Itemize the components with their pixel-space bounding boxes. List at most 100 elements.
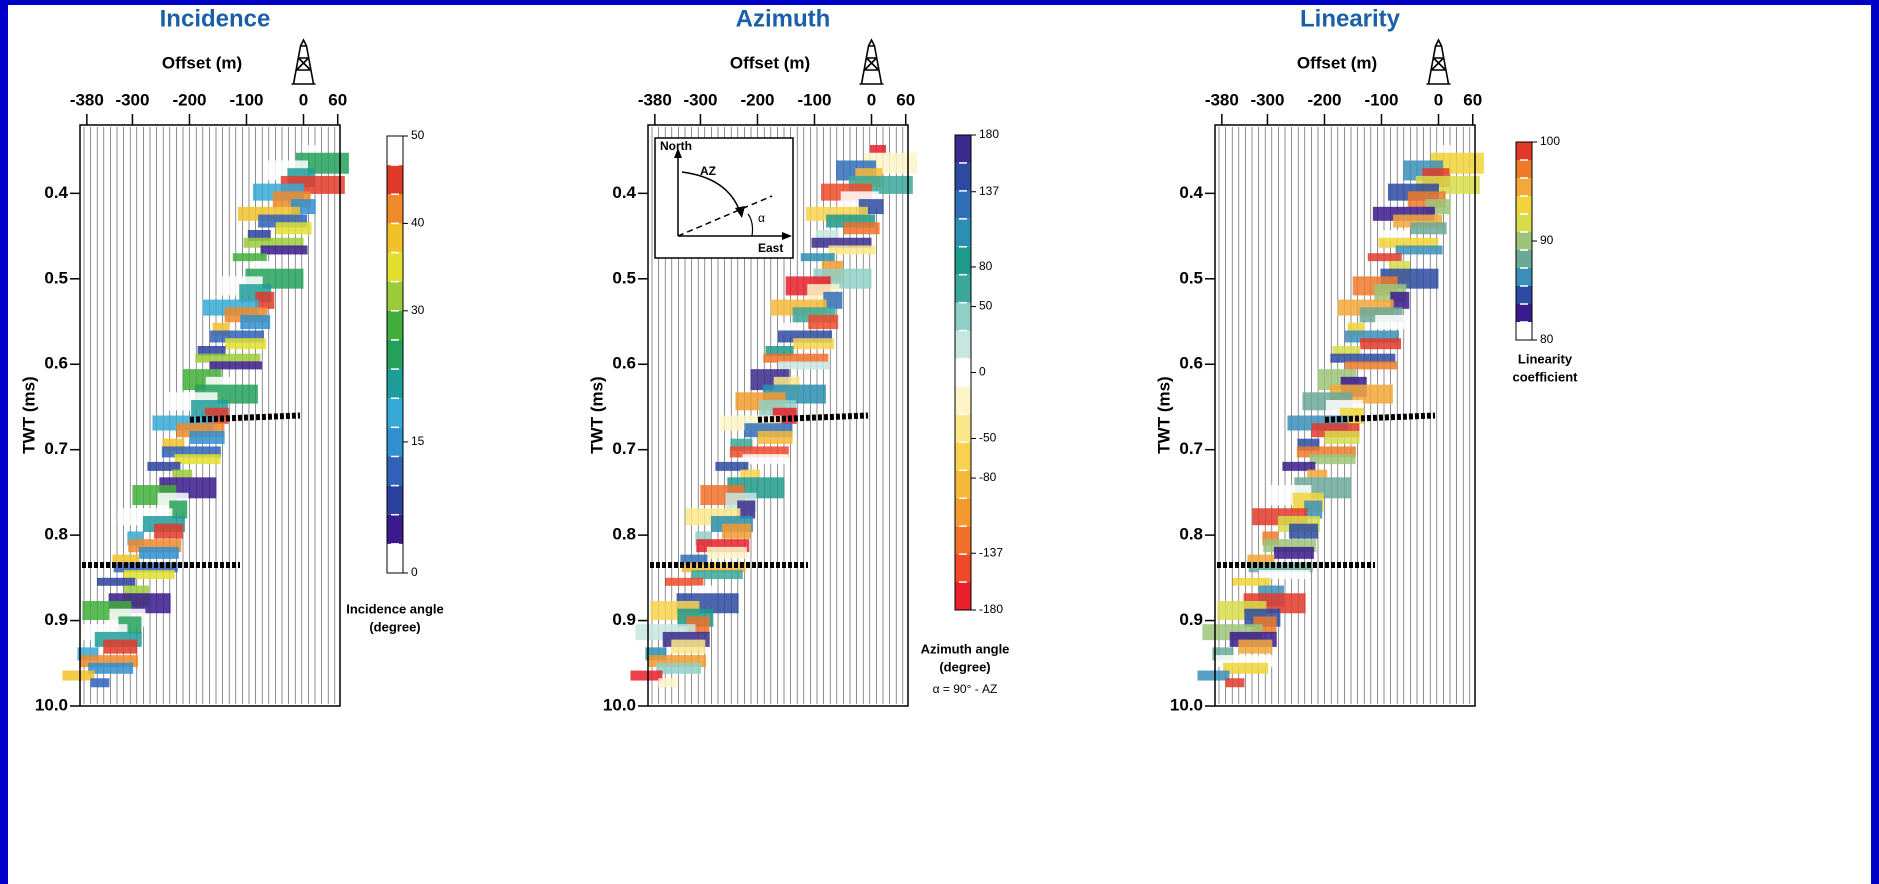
colorbar-swatch: [955, 162, 971, 191]
attribute-patch: [1367, 253, 1402, 262]
attribute-patch: [275, 222, 312, 235]
panel-title: Linearity: [1300, 5, 1401, 32]
attribute-patch: [715, 461, 749, 471]
x-tick-label: -300: [1250, 90, 1284, 109]
rig-icon: [291, 38, 316, 85]
attribute-patch: [815, 230, 839, 242]
attribute-patch: [189, 430, 225, 444]
attribute-patch: [1378, 237, 1439, 248]
attribute-patch: [1344, 361, 1397, 370]
colorbar-swatch: [387, 456, 403, 486]
y-tick-label: 0.8: [44, 525, 68, 544]
attribute-patch: [112, 554, 140, 566]
colorbar-swatch: [1516, 322, 1532, 340]
canvas: [8, 5, 1871, 884]
colorbar-tick-label: 90: [1540, 233, 1554, 247]
attribute-patch: [1307, 469, 1328, 478]
inset-label: α: [758, 211, 765, 225]
attribute-patch: [1289, 523, 1319, 539]
attribute-patch: [88, 662, 134, 674]
attribute-patch: [1273, 546, 1314, 559]
colorbar-swatch: [955, 526, 971, 555]
rig-icon: [1426, 38, 1451, 85]
x-tick-label: -200: [172, 90, 206, 109]
direction-line: [677, 195, 773, 237]
y-tick-label: 0.6: [1179, 354, 1203, 373]
attribute-patch: [656, 662, 702, 674]
colorbar-swatch: [387, 543, 403, 573]
colorbar-swatch: [1516, 250, 1532, 268]
attribute-patch: [247, 230, 271, 242]
y-tick-label: 0.5: [44, 268, 68, 287]
y-tick-label: 0.4: [612, 183, 636, 202]
x-axis-title: Offset (m): [730, 53, 810, 72]
arrow-head: [735, 206, 745, 218]
colorbar-label: Azimuth angle: [921, 641, 1010, 656]
panel: Linearity Offset (m) TWT (ms) -380 -300 -200 -…: [1154, 5, 1578, 714]
y-tick-label: 0.9: [44, 610, 68, 629]
attribute-patch: [1330, 353, 1396, 363]
attribute-patch: [793, 338, 835, 350]
attribute-patch: [658, 678, 678, 688]
plot-frame: [647, 124, 909, 707]
colorbar-swatch: [955, 582, 971, 610]
colorbar-swatch: [1516, 196, 1532, 214]
plot-frame: [79, 124, 341, 707]
colorbar-swatch: [955, 442, 971, 471]
attribute-patch: [1247, 554, 1275, 566]
inset-label: North: [660, 139, 692, 153]
attribute-patch: [1324, 430, 1360, 444]
attribute-patch: [62, 670, 95, 681]
attribute-patch: [671, 639, 706, 654]
x-tick-label: -200: [740, 90, 774, 109]
x-tick-label: 60: [896, 90, 915, 109]
attribute-patch: [870, 145, 886, 153]
y-tick-label: 10.0: [35, 695, 68, 714]
attribute-patch: [742, 454, 789, 465]
y-tick-label: 0.6: [44, 354, 68, 373]
colorbar-label: coefficient: [1512, 369, 1578, 384]
attribute-patch: [800, 253, 835, 262]
y-tick-label: 0.8: [612, 525, 636, 544]
attribute-patch: [154, 523, 184, 539]
y-tick-label: 0.4: [44, 183, 68, 202]
attribute-patch: [1282, 461, 1316, 471]
colorbar-swatch: [1516, 268, 1532, 286]
attribute-patch: [630, 670, 663, 681]
attribute-patch: [1232, 577, 1271, 586]
colorbar-label: Linearity: [1518, 351, 1573, 366]
attribute-patch: [174, 454, 221, 465]
attribute-patch: [1410, 222, 1447, 235]
inset-diagram: North AZ East α: [654, 137, 794, 259]
attribute-patch: [1304, 500, 1323, 519]
attribute-patch: [1296, 446, 1356, 458]
attribute-patch: [195, 353, 261, 363]
colorbar-tick-label: 40: [411, 216, 425, 230]
colorbar-tick-label: -50: [979, 431, 997, 445]
inset-label: East: [758, 241, 783, 255]
y-axis-title: TWT (ms): [19, 376, 38, 453]
attribute-patch: [777, 361, 830, 370]
colorbar-swatch: [955, 414, 971, 443]
colorbar-note: α = 90° - AZ: [933, 682, 998, 696]
colorbar-tick-label: 30: [411, 303, 425, 317]
x-tick-label: 0: [1434, 90, 1443, 109]
colorbar-tick-label: -80: [979, 470, 997, 484]
colorbar-tick-label: 50: [979, 299, 993, 313]
colorbar-tick-label: 100: [1540, 134, 1560, 148]
colorbar-swatch: [955, 358, 971, 387]
x-tick-label: -100: [1364, 90, 1398, 109]
attribute-patch: [169, 500, 188, 519]
attribute-patch: [240, 315, 271, 330]
attribute-patch: [138, 546, 179, 559]
y-tick-label: 0.4: [1179, 183, 1203, 202]
colorbar-label: (degree): [939, 659, 990, 674]
attribute-patch: [1437, 145, 1453, 153]
y-axis-title: TWT (ms): [587, 376, 606, 453]
panel-title: Incidence: [160, 5, 271, 32]
colorbar-tick-label: 137: [979, 184, 999, 198]
y-tick-label: 0.9: [612, 610, 636, 629]
colorbar-swatch: [955, 274, 971, 303]
colorbar-swatch: [387, 165, 403, 195]
